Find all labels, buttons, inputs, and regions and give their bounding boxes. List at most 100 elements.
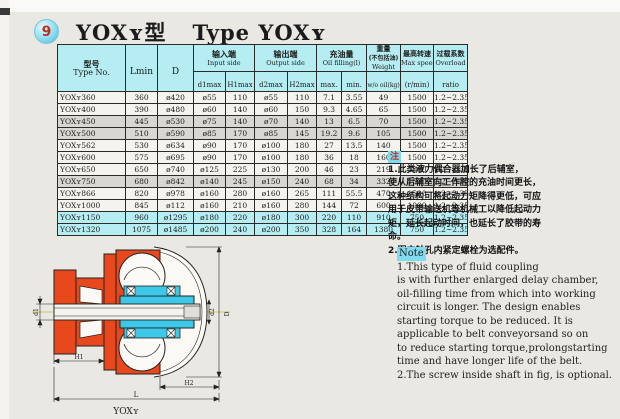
table-cell-weight: 49 (366, 91, 402, 104)
dim-label-L: L (134, 391, 139, 399)
table-cell-ratio: 1.2~2.35 (433, 91, 469, 104)
table-cell-type: YOXʏ360 (57, 91, 126, 104)
scan-corner-mark (0, 8, 10, 15)
subcol-ratio: ratio (433, 71, 469, 92)
table-cell-h1max: 110 (224, 91, 256, 104)
table-cell-h1max: 140 (224, 115, 256, 128)
table-cell-h1max: 240 (224, 223, 256, 236)
table-row: YOXʏ750 680 ø842 ø140 245 ø150 240 68 34 332 1500 1… (57, 175, 469, 188)
table-cell-h1max: 225 (224, 163, 256, 176)
notes-english: Note 1.This type of fluid coupling is wit… (397, 247, 617, 382)
note-line: 矩，延长起动时间，也延长了胶带的寿 (388, 218, 542, 229)
table-cell-lmin: 845 (125, 199, 158, 212)
bearings (126, 286, 176, 338)
table-row: YOXʏ1000 845 ø112 ø160 210 ø160 280 144 72 600 100… (57, 199, 469, 212)
table-header: 型号 Type No. Lmin D 输入端 Input side 输出端 Ou… (57, 44, 469, 92)
page-left-margin (0, 0, 9, 419)
table-cell-oil_max: 68 (316, 175, 343, 188)
table-cell-h1max: 140 (224, 103, 256, 116)
table-cell-oil_min: 23 (341, 163, 368, 176)
table-cell-ratio: 1.2~2.35 (433, 115, 469, 128)
table-cell-d1max: ø60 (193, 103, 226, 116)
table-cell-speed: 1500 (400, 91, 435, 104)
subcol-h2max: H2max (287, 71, 318, 92)
table-cell-h2max: 350 (287, 223, 318, 236)
table-cell-lmin: 390 (125, 103, 158, 116)
table-cell-d: ø634 (157, 139, 194, 152)
table-cell-h1max: 245 (224, 175, 256, 188)
table-cell-h1max: 220 (224, 211, 256, 224)
table-cell-oil_max: 328 (316, 223, 343, 236)
table-cell-type: YOXʏ1150 (57, 211, 126, 224)
table-row: YOXʏ1320 1075 ø1485 ø200 240 ø200 350 328 164 138… (57, 223, 469, 236)
table-cell-h1max: 170 (224, 127, 256, 140)
table-cell-d2max: ø180 (254, 211, 289, 224)
subcol-h1max: H1max (224, 71, 256, 92)
col-overload: 过载系数 Overload (433, 44, 469, 72)
note-line: time and have longer life of the belt. (397, 356, 583, 367)
table-cell-type: YOXʏ500 (57, 127, 126, 140)
table-cell-lmin: 510 (125, 127, 158, 140)
table-cell-ratio: 1.2~2.35 (433, 103, 469, 116)
col-type: 型号 Type No. (57, 44, 126, 92)
table-cell-h2max: 145 (287, 127, 318, 140)
note-cn-marker: 注 (388, 151, 401, 163)
table-cell-h2max: 200 (287, 163, 318, 176)
table-cell-lmin: 680 (125, 175, 158, 188)
table-cell-h2max: 150 (287, 103, 318, 116)
table-cell-type: YOXʏ450 (57, 115, 126, 128)
table-cell-d: ø1295 (157, 211, 194, 224)
subcol-oil-max: max. (316, 71, 343, 92)
table-cell-lmin: 1075 (125, 223, 158, 236)
table-cell-d1max: ø200 (193, 223, 226, 236)
table-cell-oil_max: 36 (316, 151, 343, 164)
subcol-speed-unit: (r/min) (400, 71, 435, 92)
table-cell-weight: 910 (366, 211, 402, 224)
table-cell-lmin: 960 (125, 211, 158, 224)
table-cell-d2max: ø160 (254, 199, 289, 212)
table-cell-d: ø420 (157, 91, 194, 104)
table-cell-type: YOXʏ1320 (57, 223, 126, 236)
table-cell-oil_min: 55.5 (341, 187, 368, 200)
note-line: to reduce starting torque,prolongstartin… (397, 342, 608, 354)
note-line: 1.此类液力偶合器加长了后辅室， (388, 164, 524, 175)
table-cell-oil_min: 72 (341, 199, 368, 212)
table-cell-d: ø112 (157, 199, 194, 212)
table-cell-oil_min: 3.55 (341, 91, 368, 104)
table-cell-h1max: 210 (224, 199, 256, 212)
table-cell-h2max: 140 (287, 115, 318, 128)
col-lmin: Lmin (125, 44, 158, 92)
table-cell-weight: 65 (366, 103, 402, 116)
note-line: 用于皮带输送机等机械工以降低起动力 (388, 205, 542, 215)
table-cell-oil_max: 13 (316, 115, 343, 128)
table-cell-d1max: ø90 (193, 139, 226, 152)
shaft (53, 303, 201, 321)
note-line: 2.The screw inside shaft in fig, is opti… (397, 369, 613, 381)
table-cell-oil_max: 27 (316, 139, 343, 152)
table-cell-ratio: 1.2~2.35 (433, 211, 469, 224)
col-oil-filling: 充油量 Oil filling(l) (316, 44, 368, 72)
table-cell-h2max: 265 (287, 187, 318, 200)
table-cell-lmin: 445 (125, 115, 158, 128)
col-weight: 重量 (不包括油) Weight (366, 44, 402, 72)
table-cell-d2max: ø100 (254, 151, 289, 164)
note-line: circuit is longer. The design enables (397, 302, 581, 313)
table-cell-d: ø740 (157, 163, 194, 176)
table-cell-d1max: ø75 (193, 115, 226, 128)
table-cell-d2max: ø200 (254, 223, 289, 236)
note-line: 这种结构可将起动力矩降得更低，可应 (388, 191, 542, 202)
subcol-d1max: d1max (193, 71, 226, 92)
table-cell-d2max: ø70 (254, 115, 289, 128)
drawing-caption: YOXʏ (112, 407, 139, 417)
table-cell-speed: 750 (400, 211, 435, 224)
note-line: applicable to belt conveyorsand so on (397, 329, 589, 340)
table-cell-type: YOXʏ650 (57, 163, 126, 176)
table-cell-h1max: 170 (224, 151, 256, 164)
table-cell-oil_min: 4.65 (341, 103, 368, 116)
table-cell-d1max: ø90 (193, 151, 226, 164)
dim-label-D: D (224, 311, 231, 316)
page-title-en: Type YOXʏ (192, 20, 327, 45)
table-cell-d1max: ø160 (193, 187, 226, 200)
table-cell-h2max: 240 (287, 175, 318, 188)
